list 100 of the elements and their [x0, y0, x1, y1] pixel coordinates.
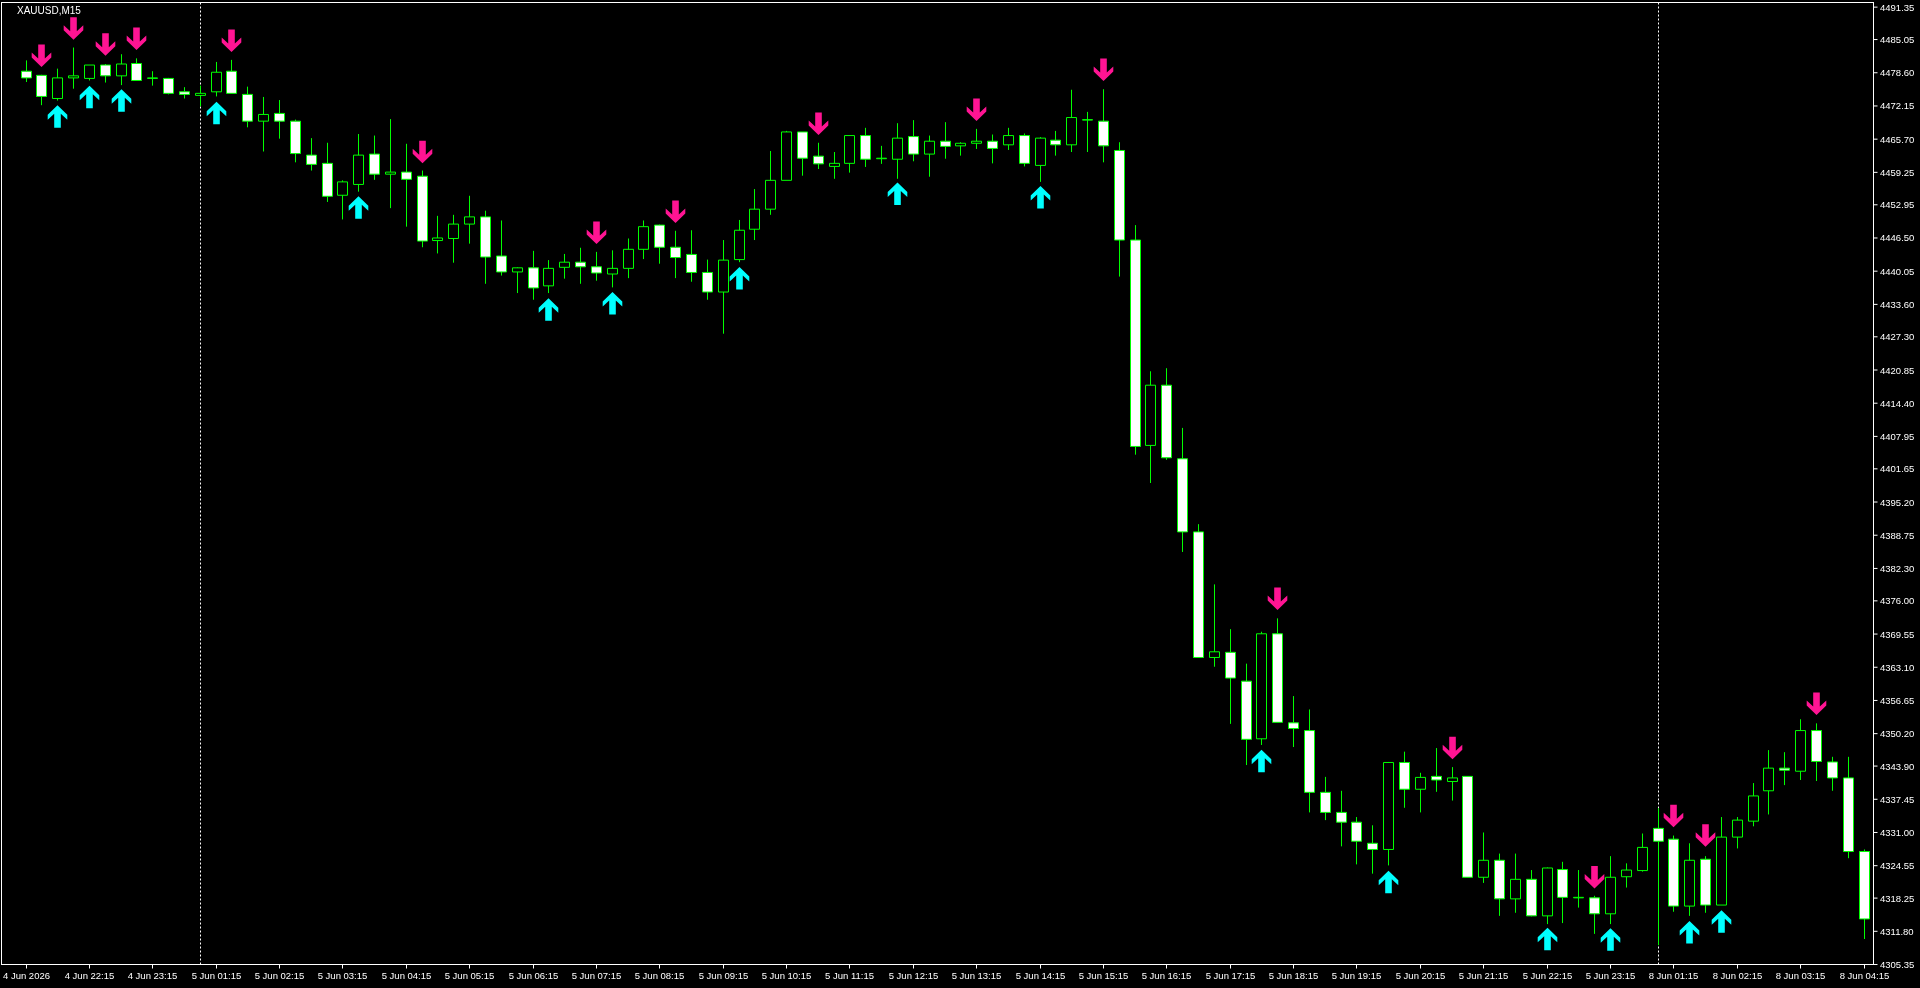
- candlestick: [781, 130, 792, 181]
- y-tick-label: 4485.05: [1880, 34, 1915, 46]
- x-tick-label: 5 Jun 21:15: [1458, 969, 1509, 981]
- candlestick: [1145, 370, 1156, 484]
- candlestick: [1589, 895, 1600, 935]
- x-tick-label: 5 Jun 08:15: [634, 969, 685, 981]
- candlestick: [1573, 869, 1584, 909]
- candlestick: [575, 247, 586, 285]
- candlestick: [559, 253, 570, 280]
- candlestick: [84, 64, 95, 81]
- candlestick: [1795, 718, 1806, 781]
- candlestick: [908, 119, 919, 162]
- candlestick: [591, 251, 602, 282]
- candlestick: [1748, 782, 1759, 827]
- candlestick: [306, 137, 317, 172]
- y-tick-label: 4331.00: [1880, 826, 1915, 838]
- x-tick-label: 4 Jun 2026: [2, 969, 51, 981]
- x-tick-label: 5 Jun 19:15: [1331, 969, 1382, 981]
- y-tick-label: 4376.00: [1880, 595, 1915, 607]
- candlestick: [876, 145, 887, 165]
- x-tick-label: 4 Jun 22:15: [64, 969, 115, 981]
- candlestick: [829, 151, 840, 180]
- point: [31, 44, 52, 68]
- candlestick: [1367, 824, 1378, 875]
- candlestick: [654, 224, 665, 265]
- x-tick-label: 5 Jun 12:15: [888, 969, 939, 981]
- candlestick: [1193, 523, 1204, 658]
- candlestick: [1637, 833, 1648, 873]
- point: [966, 98, 987, 122]
- y-tick-label: 4318.25: [1880, 892, 1915, 904]
- candlestick: [1161, 367, 1172, 461]
- point: [1663, 804, 1684, 828]
- point: [1806, 692, 1827, 716]
- x-tick-label: 5 Jun 10:15: [761, 969, 812, 981]
- x-tick-label: 5 Jun 15:15: [1078, 969, 1129, 981]
- candlestick: [1542, 866, 1553, 925]
- candlestick: [353, 133, 364, 193]
- candlestick: [797, 131, 808, 177]
- y-tick-label: 4414.40: [1880, 397, 1915, 409]
- candlestick: [860, 127, 871, 168]
- candlestick: [1779, 751, 1790, 786]
- point: [348, 196, 369, 219]
- candlestick: [1019, 132, 1030, 167]
- candlestick: [607, 249, 618, 288]
- y-tick-label: 4369.55: [1880, 628, 1915, 640]
- candlestick: [100, 63, 111, 84]
- candlestick: [1320, 776, 1331, 821]
- y-tick-label: 4324.55: [1880, 860, 1915, 872]
- y-tick-label: 4382.30: [1880, 562, 1915, 574]
- candlestick: [147, 70, 158, 87]
- candlestick: [940, 121, 951, 160]
- candlestick: [1415, 772, 1426, 813]
- point: [1442, 736, 1463, 760]
- y-tick-label: 4459.25: [1880, 166, 1915, 178]
- candlestick: [1478, 831, 1489, 884]
- y-tick-label: 4427.30: [1880, 331, 1915, 343]
- candlestick: [1859, 848, 1870, 940]
- candlestick: [734, 219, 745, 263]
- candlestick: [1304, 708, 1315, 813]
- candlestick: [1732, 816, 1743, 849]
- candlestick: [623, 238, 634, 279]
- candlestick: [1177, 427, 1188, 553]
- candlestick: [337, 179, 348, 220]
- candlestick: [670, 230, 681, 279]
- candlestick: [258, 96, 269, 153]
- x-tick-label: 8 Jun 01:15: [1648, 969, 1699, 981]
- candlestick: [528, 250, 539, 301]
- point: [79, 85, 100, 109]
- candlestick: [813, 142, 824, 170]
- candlestick: [1241, 663, 1252, 766]
- x-tick-label: 5 Jun 04:15: [381, 969, 432, 981]
- candlestick: [290, 119, 301, 163]
- candlestick: [1763, 749, 1774, 815]
- candlestick: [1003, 127, 1014, 151]
- y-tick-label: 4465.70: [1880, 133, 1915, 145]
- candlestick: [971, 128, 982, 150]
- x-tick-label: 5 Jun 23:15: [1585, 969, 1636, 981]
- point: [1600, 928, 1621, 951]
- y-tick-label: 4472.15: [1880, 100, 1915, 112]
- candlestick: [1447, 766, 1458, 802]
- point: [206, 101, 227, 125]
- candlestick: [1066, 89, 1077, 153]
- candlestick: [1621, 862, 1632, 889]
- candlestick: [1494, 853, 1505, 917]
- y-tick-label: 4407.95: [1880, 430, 1915, 442]
- point: [111, 89, 132, 112]
- point: [63, 17, 84, 40]
- x-tick-label: 8 Jun 04:15: [1839, 969, 1890, 981]
- candlestick: [1035, 136, 1046, 183]
- candlestick: [1272, 617, 1283, 723]
- candlestick: [543, 259, 554, 294]
- y-tick-label: 4440.05: [1880, 265, 1915, 277]
- point: [538, 298, 559, 321]
- point: [1711, 910, 1732, 933]
- candlestick: [892, 122, 903, 180]
- y-tick-label: 4305.35: [1880, 959, 1915, 970]
- candlestick: [226, 59, 237, 94]
- candlestick: [718, 239, 729, 335]
- candlestick: [1462, 775, 1473, 878]
- candlestick: [1225, 628, 1236, 725]
